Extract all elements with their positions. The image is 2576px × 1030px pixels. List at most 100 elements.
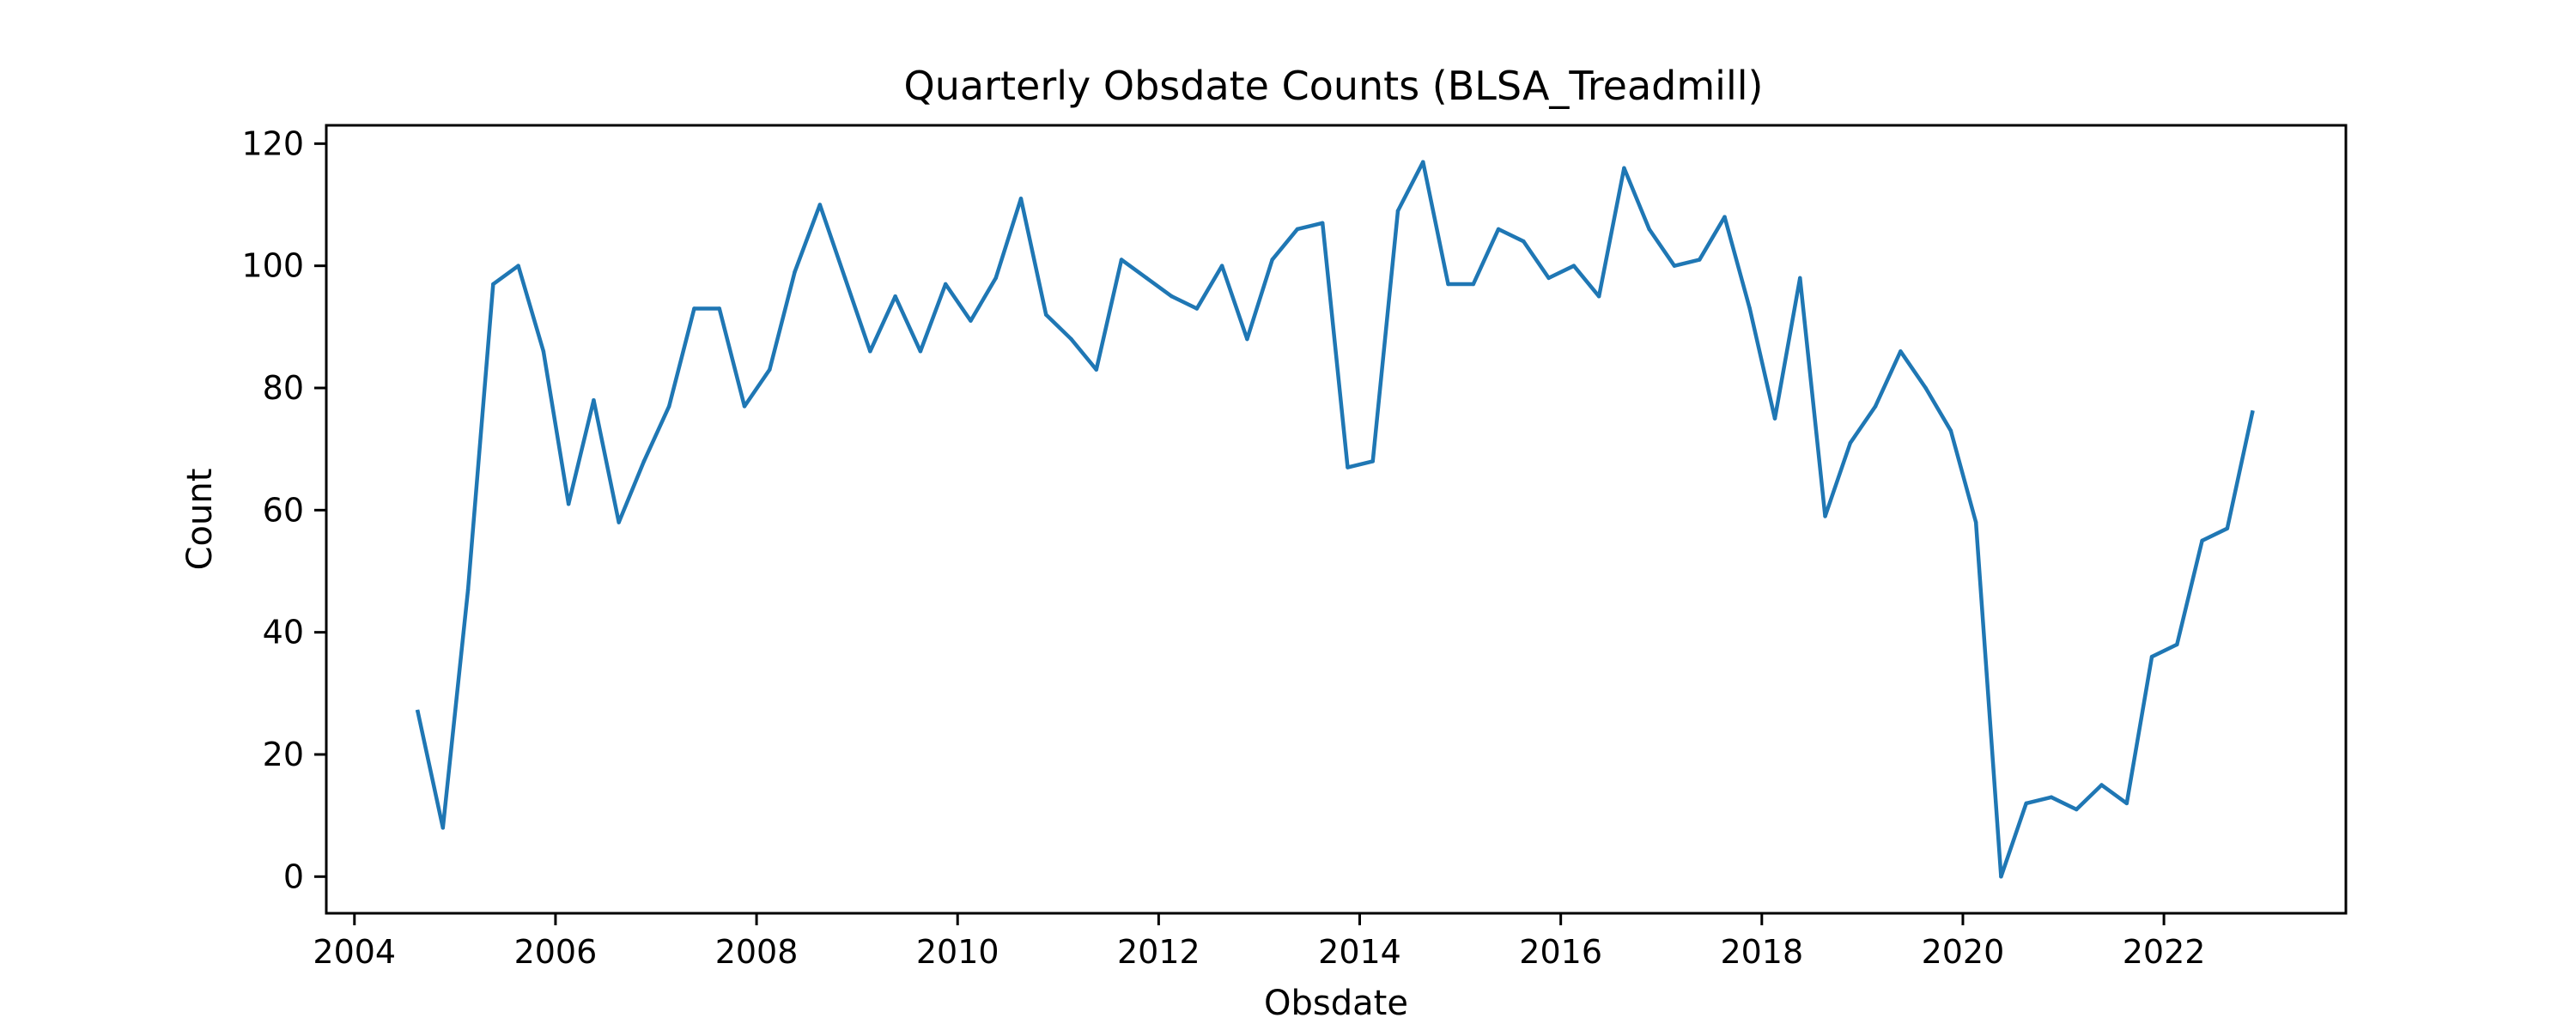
y-tick-label: 100 bbox=[241, 247, 304, 285]
x-tick-label: 2010 bbox=[916, 933, 999, 971]
data-point bbox=[1320, 221, 1325, 226]
data-point bbox=[2200, 538, 2204, 543]
data-point bbox=[1899, 349, 1903, 354]
x-tick-label: 2014 bbox=[1318, 933, 1401, 971]
data-point bbox=[2074, 807, 2079, 812]
data-point bbox=[1145, 276, 1149, 281]
y-tick-label: 80 bbox=[263, 369, 304, 407]
data-point bbox=[2175, 642, 2179, 647]
data-point bbox=[2099, 783, 2104, 787]
data-point bbox=[1747, 306, 1753, 311]
data-point bbox=[541, 349, 546, 354]
data-point bbox=[1446, 282, 1450, 287]
y-tick-label: 120 bbox=[241, 124, 304, 162]
chart-title: Quarterly Obsdate Counts (BLSA_Treadmill… bbox=[904, 63, 1764, 109]
y-axis-label: Count bbox=[180, 469, 220, 571]
data-point bbox=[641, 459, 647, 464]
data-point bbox=[1370, 459, 1375, 464]
data-point bbox=[1270, 258, 1274, 262]
x-tick-label: 2012 bbox=[1117, 933, 1200, 971]
data-point bbox=[1522, 239, 1526, 244]
data-point bbox=[1421, 160, 1425, 164]
data-point bbox=[893, 294, 897, 299]
data-point bbox=[1395, 209, 1400, 213]
data-point bbox=[592, 397, 596, 403]
data-point bbox=[2149, 654, 2154, 659]
data-point bbox=[2250, 410, 2255, 415]
data-point bbox=[1823, 514, 1827, 518]
x-tick-label: 2016 bbox=[1519, 933, 1602, 971]
x-tick-label: 2020 bbox=[1922, 933, 2005, 971]
data-point bbox=[1346, 465, 1350, 470]
data-point bbox=[1295, 227, 1300, 232]
data-point bbox=[491, 282, 495, 287]
data-point bbox=[666, 404, 671, 409]
data-point bbox=[1596, 294, 1601, 299]
data-point bbox=[465, 587, 471, 592]
data-point bbox=[2049, 795, 2054, 800]
data-point bbox=[1119, 258, 1124, 262]
data-point bbox=[617, 520, 621, 524]
data-point bbox=[817, 203, 823, 207]
data-point bbox=[1999, 875, 2003, 879]
data-point bbox=[918, 349, 923, 354]
data-point bbox=[1546, 276, 1551, 281]
data-point bbox=[1923, 385, 1928, 391]
y-tick-label: 0 bbox=[283, 857, 304, 895]
data-point bbox=[717, 306, 722, 311]
data-point bbox=[742, 404, 747, 409]
data-point bbox=[1948, 428, 1953, 433]
plot-area-frame bbox=[325, 124, 2348, 915]
data-point bbox=[793, 270, 797, 275]
data-point bbox=[842, 276, 848, 281]
data-point bbox=[1622, 166, 1626, 171]
data-point bbox=[1973, 520, 1978, 524]
data-point bbox=[516, 264, 520, 268]
x-axis-ticks: 2004 2006 2008 2010 2012 2014 2016 2018 2020 2022 bbox=[313, 913, 2205, 971]
data-point bbox=[1170, 294, 1174, 299]
data-point bbox=[1722, 215, 1727, 219]
x-tick-label: 2004 bbox=[313, 933, 396, 971]
y-tick-label: 40 bbox=[263, 614, 304, 651]
data-point bbox=[1798, 276, 1802, 281]
data-point bbox=[692, 306, 696, 311]
x-tick-label: 2008 bbox=[715, 933, 799, 971]
x-tick-label: 2022 bbox=[2123, 933, 2206, 971]
data-point bbox=[1647, 227, 1651, 232]
data-point bbox=[768, 367, 772, 372]
data-point bbox=[1094, 367, 1099, 372]
data-point bbox=[1772, 416, 1777, 421]
x-axis-label: Obsdate bbox=[1264, 984, 1408, 1023]
y-axis-ticks: 0 20 40 60 80 100 120 bbox=[241, 124, 326, 895]
y-tick-label: 60 bbox=[263, 491, 304, 529]
data-point bbox=[1194, 306, 1200, 311]
data-point bbox=[943, 282, 948, 287]
data-point bbox=[969, 318, 973, 323]
data-point bbox=[1672, 264, 1677, 268]
data-point bbox=[1571, 264, 1577, 268]
x-tick-label: 2018 bbox=[1720, 933, 1803, 971]
y-tick-label: 20 bbox=[263, 736, 304, 773]
data-point bbox=[2124, 801, 2129, 806]
series-layer bbox=[415, 160, 2255, 879]
data-point bbox=[868, 349, 872, 354]
data-point bbox=[2024, 801, 2028, 806]
series-line-count bbox=[415, 160, 2255, 879]
data-point bbox=[566, 501, 571, 506]
data-point bbox=[1069, 336, 1073, 342]
data-point bbox=[1496, 227, 1501, 232]
data-point bbox=[1245, 336, 1249, 342]
data-point bbox=[1018, 197, 1024, 201]
data-point bbox=[2225, 526, 2230, 530]
data-point bbox=[1219, 264, 1224, 268]
x-tick-label: 2006 bbox=[514, 933, 598, 971]
data-point bbox=[1471, 282, 1476, 287]
data-point bbox=[993, 276, 998, 281]
data-point bbox=[416, 709, 420, 714]
data-point bbox=[440, 826, 446, 830]
data-point bbox=[1873, 404, 1878, 409]
data-point bbox=[1848, 440, 1853, 445]
data-point bbox=[1043, 312, 1048, 317]
